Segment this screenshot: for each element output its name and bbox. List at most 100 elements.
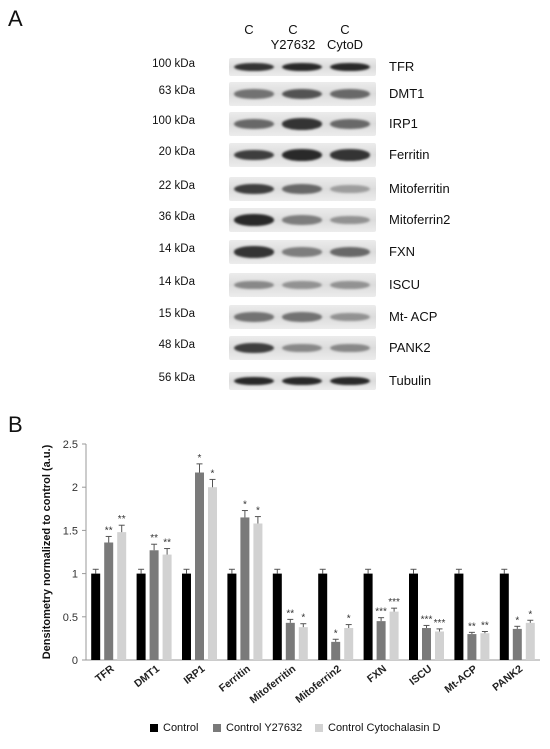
bar-chart: 0 0.5 1 1.5 2 2.5 Densitometry normalized to c… xyxy=(41,439,540,706)
blot-band xyxy=(330,119,370,129)
blot-band xyxy=(282,343,322,353)
protein-label: Mitoferrin2 xyxy=(389,212,451,227)
blot-strip xyxy=(229,305,376,329)
legend-swatch-control xyxy=(150,724,158,732)
blot-band xyxy=(282,88,322,100)
protein-label: TFR xyxy=(389,59,415,74)
significance-label: * xyxy=(334,628,338,639)
blot-strip xyxy=(229,208,376,232)
x-tick-label: Mitoferritin xyxy=(248,663,299,706)
bar-control xyxy=(136,573,146,660)
lane-header-control: C xyxy=(237,22,261,37)
blot-band xyxy=(330,343,370,353)
lane-header-line1: C xyxy=(340,22,350,37)
protein-label: ISCU xyxy=(389,277,421,292)
blot-band xyxy=(282,280,322,290)
significance-label: * xyxy=(256,506,260,517)
blot-band xyxy=(234,280,274,290)
protein-label: DMT1 xyxy=(389,86,425,101)
blot-band xyxy=(330,184,370,194)
blot-band xyxy=(234,376,274,386)
kda-label: 14 kDa xyxy=(158,276,195,288)
bar-y27632 xyxy=(149,550,159,660)
legend-item-cytod: Control Cytochalasin D xyxy=(315,722,441,734)
blot-band xyxy=(330,62,370,72)
legend-swatch-cytod xyxy=(315,724,323,732)
bar-cytochalasin-d xyxy=(253,523,263,660)
bar-y27632 xyxy=(240,517,250,660)
y-tick-label: 0.5 xyxy=(63,612,78,624)
chart-legend: Control Control Y27632 Control Cytochala… xyxy=(0,722,550,742)
bar-cytochalasin-d xyxy=(208,487,217,660)
bar-y27632 xyxy=(104,542,114,660)
blot-band xyxy=(330,376,370,386)
kda-label: 100 kDa xyxy=(152,115,195,127)
x-tick-label: Ferritin xyxy=(217,663,253,695)
bar-y27632 xyxy=(376,621,386,660)
bar-cytochalasin-d xyxy=(525,622,535,660)
bar-cytochalasin-d xyxy=(298,627,308,660)
y-tick-label: 0 xyxy=(72,655,78,667)
significance-label: *** xyxy=(375,607,387,618)
significance-label: * xyxy=(198,453,202,464)
kda-label: 20 kDa xyxy=(158,146,195,158)
y-tick-label: 2 xyxy=(72,482,78,494)
significance-label: ** xyxy=(468,621,476,632)
blot-band xyxy=(234,119,274,129)
significance-label: ** xyxy=(105,525,113,536)
bar-cytochalasin-d xyxy=(435,631,444,660)
x-tick-label: Mt-ACP xyxy=(442,663,479,696)
y-tick-label: 1 xyxy=(72,569,78,581)
significance-label: * xyxy=(243,500,247,511)
significance-label: * xyxy=(347,614,351,625)
x-tick-label: ISCU xyxy=(407,663,434,688)
panel-b-label: B xyxy=(8,412,23,437)
protein-label: Ferritin xyxy=(389,147,430,162)
protein-label: FXN xyxy=(389,244,415,259)
protein-label: Mitoferritin xyxy=(389,181,450,196)
blot-strip xyxy=(229,336,376,360)
blot-band xyxy=(330,149,370,161)
kda-label: 14 kDa xyxy=(158,243,195,255)
x-tick-label: TFR xyxy=(93,663,117,685)
x-tick-label: PANK2 xyxy=(490,663,525,694)
protein-label: Mt- ACP xyxy=(389,309,438,324)
blot-band xyxy=(282,312,322,322)
protein-label: IRP1 xyxy=(389,116,418,131)
significance-label: ** xyxy=(286,608,294,619)
blot-band xyxy=(234,246,274,258)
blot-band xyxy=(282,376,322,386)
bar-control xyxy=(227,573,237,660)
lane-header-line2: Y27632 xyxy=(270,37,316,52)
lane-header-cytod: C CytoD xyxy=(320,22,370,52)
blot-band xyxy=(330,247,370,257)
bar-cytochalasin-d xyxy=(389,611,399,660)
bar-control xyxy=(182,573,191,660)
bar-control xyxy=(272,573,282,660)
significance-label: ** xyxy=(118,514,126,525)
legend-label-cytod: Control Cytochalasin D xyxy=(328,722,441,734)
blot-band xyxy=(330,312,370,322)
blot-strip xyxy=(229,112,376,136)
significance-label: * xyxy=(515,615,519,626)
kda-label: 63 kDa xyxy=(158,85,195,97)
kda-label: 36 kDa xyxy=(158,211,195,223)
bar-control xyxy=(409,573,418,660)
blot-band xyxy=(282,215,322,225)
legend-item-y27632: Control Y27632 xyxy=(213,722,302,734)
bar-y27632 xyxy=(422,628,431,660)
bar-y27632 xyxy=(195,472,204,660)
x-tick-label: Mitoferrin2 xyxy=(293,663,343,706)
significance-label: ** xyxy=(163,538,171,549)
blot-strip xyxy=(229,177,376,201)
blot-band xyxy=(282,149,322,161)
y-tick-label: 1.5 xyxy=(63,525,78,537)
blot-band xyxy=(330,215,370,225)
significance-label: * xyxy=(211,468,215,479)
y-tick-label: 2.5 xyxy=(63,439,78,451)
legend-swatch-y27632 xyxy=(213,724,221,732)
blot-band xyxy=(234,214,274,226)
bar-cytochalasin-d xyxy=(117,532,127,660)
kda-label: 48 kDa xyxy=(158,339,195,351)
lane-header-y27632: C Y27632 xyxy=(268,22,318,52)
